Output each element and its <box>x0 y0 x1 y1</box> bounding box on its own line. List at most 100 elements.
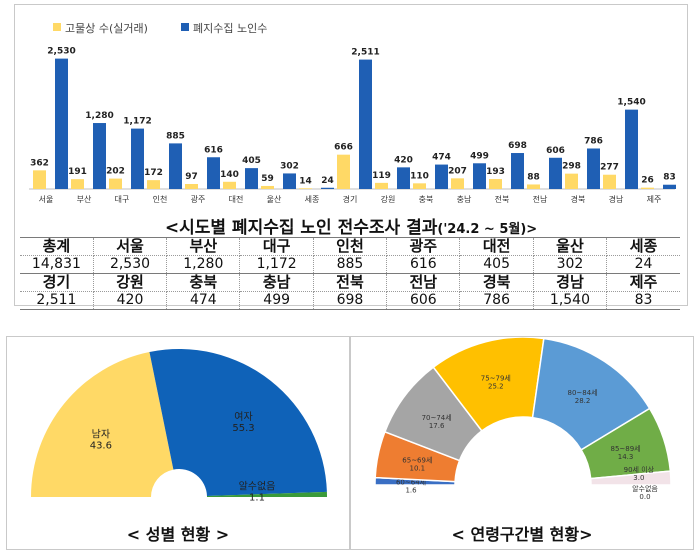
table-cell: 경남 <box>533 273 608 292</box>
table-cell: 울산 <box>533 237 608 256</box>
bar <box>565 173 578 189</box>
age-chart-panel: 60~64세 1.6 65~69세 10.1 70~74세 17.6 75~79세 25.2 8… <box>350 336 694 550</box>
bar <box>185 184 198 189</box>
bar-value-label: 88 <box>527 172 540 182</box>
bar <box>71 179 84 189</box>
table-cell: 885 <box>313 255 388 274</box>
bar <box>375 182 388 189</box>
legend-swatch <box>181 23 189 31</box>
table-cell: 24 <box>634 256 653 272</box>
table-cell: 광주 <box>386 237 461 256</box>
bar-value-label: 110 <box>410 171 429 181</box>
pie-slice <box>589 470 672 486</box>
bar-value-label: 2,511 <box>351 48 379 58</box>
table-cell: 302 <box>533 255 608 274</box>
x-tick-label: 충남 <box>457 195 472 204</box>
table-cell: 83 <box>606 291 680 310</box>
pie-value-label: 25.2 <box>488 382 504 390</box>
bar-value-label: 277 <box>600 163 619 173</box>
table-cell: 경기 <box>20 273 94 292</box>
bar-value-label: 405 <box>242 156 261 166</box>
bar <box>435 164 448 189</box>
table-cell: 전남 <box>386 273 461 292</box>
bar <box>283 173 296 189</box>
x-tick-label: 경북 <box>571 194 586 204</box>
table-cell: 698 <box>313 291 388 310</box>
pie-label: 알수없음 <box>239 479 276 492</box>
bar <box>109 178 122 189</box>
table-cell: 충북 <box>166 273 241 292</box>
table-cell: 세종 <box>606 237 680 256</box>
bar <box>413 183 426 189</box>
bar <box>169 143 182 189</box>
pie-label: 90세 이상 <box>624 465 655 474</box>
bar <box>131 128 144 189</box>
bar-value-label: 666 <box>334 143 353 153</box>
table-cell: 499 <box>239 291 314 310</box>
table-cell: 1,172 <box>239 255 314 274</box>
pie-value-label: 1.1 <box>249 492 265 503</box>
gender-chart-caption: < 성별 현황 > <box>126 525 230 544</box>
pie-label: 80~84세 <box>568 388 598 397</box>
bar <box>321 187 334 189</box>
bar-chart-title: <시도별 폐지수집 노인 전수조사 결과('24.2 ~ 5월)> <box>15 213 687 238</box>
pie-label: 60~64세 <box>396 477 426 486</box>
region-table-grid: 총계 서울 부산 대구 인천 광주 대전 울산 세종 14,831 2,530 … <box>20 237 680 310</box>
x-tick-label: 서울 <box>39 195 54 204</box>
bar <box>245 168 258 189</box>
pie-label: 65~69세 <box>402 456 432 465</box>
x-tick-label: 울산 <box>267 194 282 204</box>
table-cell: 786 <box>459 291 534 310</box>
table-cell: 405 <box>459 255 534 274</box>
bar <box>549 157 562 189</box>
pie-slice <box>149 349 327 497</box>
bar-value-label: 26 <box>641 176 654 186</box>
bar <box>587 148 600 189</box>
bar <box>33 170 46 189</box>
gender-chart-panel: 남자 43.6 여자 55.3 알수없음 1.1 < 성별 현황 > <box>6 336 350 550</box>
bar-value-label: 140 <box>220 170 239 180</box>
bar <box>625 109 638 189</box>
pie-label: 75~79세 <box>481 373 511 382</box>
pie-label: 85~89세 <box>610 444 640 453</box>
bar-value-label: 420 <box>394 155 413 165</box>
bar-value-label: 1,172 <box>123 117 151 127</box>
table-cell: 606 <box>386 291 461 310</box>
bar-value-label: 207 <box>448 166 467 176</box>
bar-value-label: 1,540 <box>617 98 645 108</box>
bar <box>641 187 654 189</box>
bar-value-label: 2,530 <box>47 47 75 57</box>
bar-value-label: 298 <box>562 162 581 172</box>
age-chart-caption: < 연령구간별 현황> <box>451 525 593 544</box>
table-cell: 강원 <box>93 273 168 292</box>
bar <box>511 153 524 189</box>
bar <box>93 123 106 189</box>
bar-chart: 고물상 수(실거래) 폐지수집 노인수 362 2,530 서울 191 1,280 부산 20… <box>29 22 676 204</box>
table-row: 경기 강원 충북 충남 전북 전남 경북 경남 제주 <box>20 273 680 292</box>
bar-value-label: 474 <box>432 153 451 163</box>
legend-label: 고물상 수(실거래) <box>65 22 148 35</box>
bar <box>359 59 372 190</box>
bar-value-label: 119 <box>372 171 391 181</box>
pie-label: 알수없음 <box>632 484 658 493</box>
table-cell: 14,831 <box>20 255 94 274</box>
bar-value-label: 302 <box>280 161 299 171</box>
bar <box>261 185 274 189</box>
bar-value-label: 97 <box>185 172 198 182</box>
bar-value-label: 499 <box>470 151 489 161</box>
x-tick-label: 세종 <box>305 195 320 204</box>
table-cell: 1,540 <box>533 291 608 310</box>
bar-value-label: 606 <box>546 146 565 156</box>
table-cell: 대구 <box>239 237 314 256</box>
pie-label: 남자 <box>92 428 110 440</box>
bar-value-label: 885 <box>166 131 185 141</box>
bar <box>223 181 236 189</box>
pie-value-label: 14.3 <box>618 453 634 461</box>
bar-value-label: 1,280 <box>85 111 113 121</box>
pie-value-label: 3.0 <box>633 474 644 482</box>
table-cell: 전북 <box>313 273 388 292</box>
bar-value-label: 362 <box>30 158 49 168</box>
bar-value-label: 191 <box>68 167 87 177</box>
